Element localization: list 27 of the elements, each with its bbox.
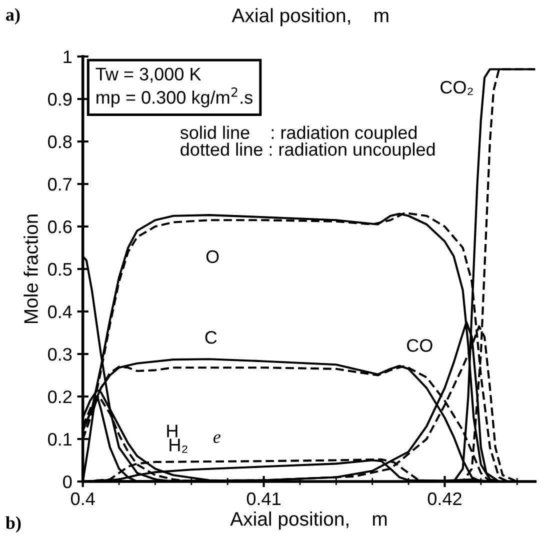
annotation: H₂ — [170, 438, 188, 453]
text: a) — [6, 8, 20, 24]
y-tick-label: 0.8 — [48, 135, 72, 148]
annotation: H — [167, 424, 178, 438]
y-tick-label: 0.6 — [48, 220, 72, 234]
x-tick-label: 0.41 — [246, 492, 280, 506]
annotation: CO — [407, 339, 432, 352]
y-tick-label: 0.5 — [48, 262, 72, 276]
x-tick-label: 0.42 — [428, 492, 462, 506]
y-tick-label: 1 — [64, 50, 72, 64]
annotation: e — [213, 434, 221, 443]
annotation: C — [205, 331, 217, 344]
y-tick-label: 0.2 — [48, 390, 72, 404]
annotation: CO₂ — [440, 80, 473, 95]
text: Axial position, m — [232, 8, 388, 26]
text: b) — [6, 516, 21, 533]
y-tick-label: 0.1 — [48, 432, 72, 446]
y-tick-label: 0.3 — [48, 348, 72, 361]
annotation: O — [206, 250, 219, 264]
x-axis-title: Axial position, m — [230, 512, 387, 530]
y-tick-label: 0.7 — [48, 178, 72, 191]
y-tick-label: 0 — [63, 475, 72, 488]
annotation: solid line : radiation coupled dotted line : radiation uncoupled — [180, 126, 435, 160]
y-tick-label: 0.4 — [48, 305, 72, 318]
y-axis-title: Mole fraction — [24, 214, 38, 324]
annotation: Tw = 3,000 K mp = 0.300 kg/m$^{2}$.s — [96, 68, 252, 108]
y-tick-label: 0.9 — [48, 92, 72, 106]
